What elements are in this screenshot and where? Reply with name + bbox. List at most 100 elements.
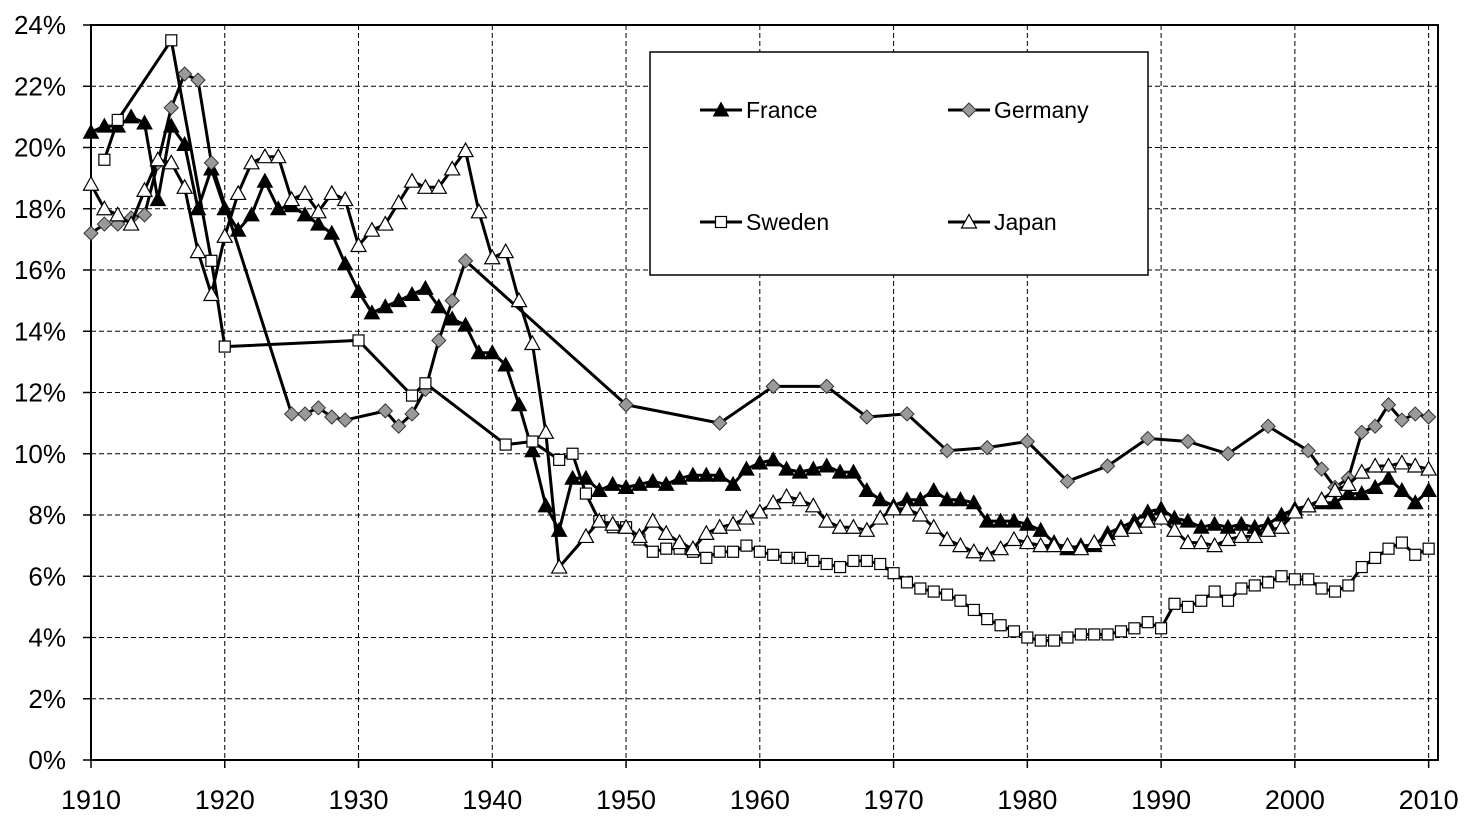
x-tick-label: 1970	[864, 785, 924, 815]
germany-point	[1313, 461, 1330, 477]
legend-item-france: France	[700, 97, 818, 123]
japan-point	[1099, 530, 1117, 547]
japan-point	[684, 539, 702, 556]
japan-point	[189, 242, 207, 259]
germany-point	[1260, 418, 1276, 434]
japan-point	[1326, 481, 1344, 498]
sweden-point	[874, 557, 887, 571]
japan-point	[1259, 521, 1277, 537]
legend-item-sweden: Sweden	[700, 209, 829, 235]
japan-point	[135, 181, 154, 197]
japan-point	[804, 497, 822, 513]
japan-point	[242, 154, 261, 170]
france-point	[403, 285, 421, 301]
france-point	[149, 191, 167, 207]
japan-point	[523, 334, 541, 351]
france-point	[711, 466, 729, 482]
france-point	[1018, 515, 1036, 531]
sweden-point	[405, 389, 419, 402]
germany-point	[190, 72, 206, 88]
france-point	[363, 304, 381, 320]
japan-point	[831, 518, 849, 534]
japan-point	[269, 147, 287, 164]
legend-item-japan: Japan	[948, 209, 1057, 235]
germany-point	[1099, 458, 1116, 474]
germany-point	[163, 99, 179, 116]
sweden-point	[1395, 536, 1408, 549]
france-point	[310, 215, 327, 231]
france-point	[938, 491, 956, 507]
france-point	[911, 491, 929, 507]
y-tick-label: 6%	[28, 561, 66, 591]
legend-label-sweden: Sweden	[746, 209, 829, 235]
sweden-point	[847, 554, 860, 568]
sweden-point	[940, 588, 954, 601]
japan-point	[363, 221, 381, 237]
y-tick-label: 12%	[14, 378, 66, 408]
japan-point	[323, 184, 341, 201]
sweden-point	[833, 560, 847, 574]
japan-point	[283, 190, 301, 207]
japan-point	[778, 487, 796, 504]
japan-point	[1299, 497, 1317, 513]
japan-point	[1206, 536, 1224, 553]
japan-point	[256, 147, 274, 164]
germany-point	[457, 253, 474, 269]
y-tick-label: 16%	[14, 255, 66, 285]
germany-point	[431, 332, 447, 349]
sweden-point	[1302, 573, 1315, 586]
germany-point	[310, 400, 327, 416]
france-point	[176, 135, 193, 151]
japan-point	[657, 524, 675, 540]
france-point	[430, 298, 448, 314]
germany-point	[618, 397, 634, 413]
sweden-point	[111, 113, 124, 127]
japan-point	[162, 154, 180, 170]
y-tick-label: 20%	[14, 133, 66, 163]
france-point	[590, 481, 608, 497]
japan-point	[309, 203, 327, 219]
japan-point	[951, 536, 969, 553]
japan-point	[350, 236, 368, 253]
sweden-point	[1128, 622, 1141, 635]
france-point	[804, 460, 822, 476]
japan-point	[1420, 460, 1438, 476]
germany-point	[377, 403, 393, 419]
france-point	[82, 123, 100, 139]
japan-point	[336, 190, 354, 207]
japan-point	[885, 500, 903, 516]
japan-point	[737, 509, 755, 525]
japan-point	[1152, 509, 1170, 525]
france-point	[1406, 494, 1424, 510]
x-tick-label: 1930	[328, 785, 388, 815]
germany-point	[283, 406, 300, 422]
y-axis-ticks: 0% 2% 4% 6% 8% 10% 12% 14% 16% 18% 20% 22% 24%	[14, 10, 91, 775]
sweden-line	[102, 38, 1430, 643]
japan-point	[1005, 530, 1023, 547]
sweden-point	[1422, 542, 1435, 555]
germany-point	[444, 292, 460, 309]
france-point	[497, 356, 515, 372]
sweden-point	[1248, 579, 1261, 592]
sweden-point	[553, 453, 566, 466]
sweden-point	[780, 551, 793, 564]
sweden-point	[1195, 594, 1208, 607]
germany-point	[1019, 433, 1036, 450]
sweden-point	[660, 542, 673, 555]
japan-point	[1192, 533, 1210, 550]
germany-point	[979, 439, 995, 456]
germany-point	[203, 155, 220, 171]
france-point	[697, 466, 715, 482]
france-point	[269, 200, 287, 216]
japan-point	[1313, 490, 1331, 507]
france-point	[764, 451, 782, 467]
france-point	[657, 475, 675, 491]
japan-point	[1286, 503, 1304, 519]
france-point	[831, 463, 849, 479]
x-tick-label: 1950	[596, 785, 656, 815]
sweden-point	[767, 548, 780, 561]
sweden-point	[1369, 551, 1382, 564]
germany-point	[404, 406, 420, 422]
japan-point	[122, 215, 140, 231]
sweden-point	[1409, 548, 1422, 561]
